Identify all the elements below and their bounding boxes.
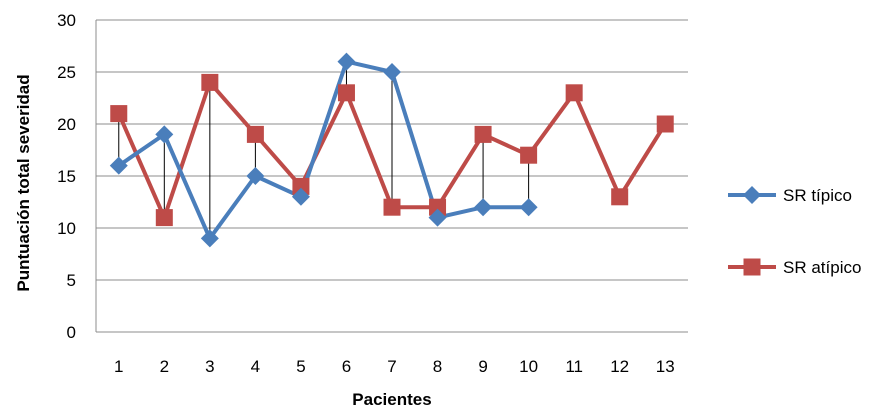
x-tick-label: 9 (478, 357, 487, 376)
legend-marker-diamond (743, 186, 761, 204)
y-tick-label: 0 (67, 323, 76, 342)
x-tick-label: 11 (565, 357, 583, 376)
series-line-0 (119, 62, 529, 239)
legend-label: SR atípico (783, 258, 861, 277)
data-point-square (384, 199, 401, 216)
y-axis-ticks: 0 5 10 15 20 25 30 (57, 11, 76, 342)
data-point-square (520, 147, 537, 164)
data-point-diamond (383, 63, 401, 81)
x-tick-label: 12 (610, 357, 629, 376)
y-tick-label: 25 (57, 63, 76, 82)
data-point-square (338, 84, 355, 101)
x-tick-label: 2 (160, 357, 169, 376)
x-tick-label: 5 (296, 357, 305, 376)
y-tick-label: 30 (57, 11, 76, 30)
y-tick-label: 15 (57, 167, 76, 186)
y-tick-label: 20 (57, 115, 76, 134)
legend-label: SR típico (783, 186, 852, 205)
data-point-square (566, 84, 583, 101)
data-point-square (611, 188, 628, 205)
data-point-square (475, 126, 492, 143)
x-tick-label: 7 (387, 357, 396, 376)
legend: SR típico SR atípico (728, 186, 861, 277)
x-tick-label: 4 (251, 357, 260, 376)
legend-marker-square (744, 259, 761, 276)
data-point-square (247, 126, 264, 143)
data-point-square (657, 116, 674, 133)
x-axis-title: Pacientes (352, 390, 431, 409)
x-tick-label: 1 (114, 357, 123, 376)
y-tick-label: 10 (57, 219, 76, 238)
data-point-diamond (520, 198, 538, 216)
x-tick-label: 13 (656, 357, 675, 376)
y-axis-title: Puntuación total severidad (14, 74, 33, 291)
x-tick-label: 6 (342, 357, 351, 376)
data-point-diamond (474, 198, 492, 216)
data-point-square (156, 209, 173, 226)
x-tick-label: 8 (433, 357, 442, 376)
x-tick-label: 3 (205, 357, 214, 376)
x-axis-ticks: 1 2 3 4 5 6 7 8 9 10 11 12 13 (114, 357, 675, 376)
y-tick-label: 5 (67, 271, 76, 290)
data-point-square (201, 74, 218, 91)
data-point-diamond (337, 53, 355, 71)
x-tick-label: 10 (519, 357, 538, 376)
data-point-square (110, 105, 127, 122)
